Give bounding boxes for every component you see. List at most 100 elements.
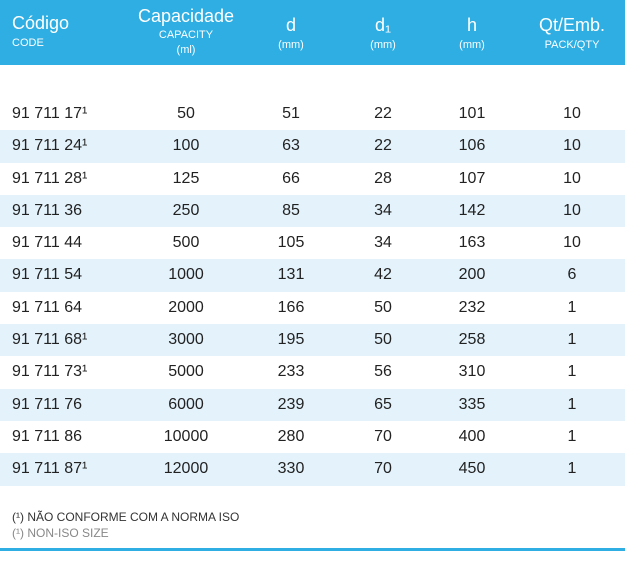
cell-d1: 50 (374, 298, 392, 316)
table-row: 91 711 24¹ 100 63 22 106 10 (0, 130, 625, 163)
cell-code: 91 711 64 (12, 298, 82, 316)
cell-capacity: 250 (172, 201, 200, 219)
table-row: 91 711 73¹ 5000 233 56 310 1 (0, 356, 625, 389)
cell-capacity: 5000 (168, 363, 204, 381)
cell-d: 85 (282, 201, 300, 219)
cell-capacity: 125 (172, 169, 200, 187)
cell-qty: 10 (563, 105, 581, 122)
header-qty-label: Qt/Emb. (538, 15, 605, 35)
cell-h: 335 (458, 395, 486, 413)
cell-qty: 1 (567, 331, 577, 349)
cell-h: 101 (458, 105, 486, 122)
table-row: 91 711 64 2000 166 50 232 1 (0, 291, 625, 325)
cell-code: 91 711 54 (12, 266, 82, 284)
header-h: h (mm) (447, 16, 497, 52)
cell-d: 330 (277, 460, 305, 478)
cell-h: 450 (458, 460, 486, 478)
cell-d: 233 (277, 363, 305, 381)
header-h-unit: (mm) (459, 39, 485, 51)
cell-code: 91 711 68¹ (12, 331, 88, 349)
cell-d1: 56 (374, 363, 392, 381)
cell-qty: 1 (567, 363, 577, 381)
cell-d: 195 (277, 331, 305, 349)
table-row: 91 711 54 1000 131 42 200 6 (0, 259, 625, 292)
cell-d: 63 (282, 137, 300, 155)
cell-capacity: 50 (177, 105, 195, 122)
cell-d1: 34 (374, 201, 392, 219)
table-row: 91 711 44 500 105 34 163 10 (0, 227, 625, 260)
cell-d1: 70 (374, 460, 392, 478)
cell-h: 163 (458, 234, 486, 252)
cell-d: 280 (277, 427, 305, 445)
table-row: 91 711 68¹ 3000 195 50 258 1 (0, 324, 625, 357)
cell-qty: 10 (563, 169, 581, 187)
cell-capacity: 500 (172, 234, 200, 252)
header-capacity-label: Capacidade (137, 6, 235, 26)
cell-qty: 1 (567, 395, 577, 413)
cell-code: 91 711 87¹ (12, 460, 88, 478)
cell-capacity: 2000 (168, 298, 204, 316)
cell-capacity: 100 (172, 137, 200, 155)
table-row: 91 711 17¹ 50 51 22 101 10 (0, 98, 625, 131)
table-row: 91 711 86 10000 280 70 400 1 (0, 420, 625, 454)
cell-qty: 1 (567, 298, 577, 316)
table-row: 91 711 87¹ 12000 330 70 450 1 (0, 453, 625, 486)
header-qty: Qt/Emb. PACK/QTY (530, 16, 614, 52)
cell-capacity: 1000 (168, 266, 204, 284)
cell-d1: 65 (374, 395, 392, 413)
footnote-en: (¹) NON-ISO SIZE (12, 526, 109, 540)
cell-capacity: 12000 (163, 460, 209, 478)
cell-h: 107 (458, 169, 486, 187)
header-d: d (mm) (266, 16, 316, 52)
cell-code: 91 711 36 (12, 201, 82, 219)
cell-capacity: 10000 (163, 427, 209, 445)
cell-h: 142 (458, 201, 486, 219)
header-d-label: d (285, 15, 296, 35)
cell-code: 91 711 24¹ (12, 137, 88, 155)
cell-code: 91 711 28¹ (12, 169, 88, 187)
table-row: 91 711 36 250 85 34 142 10 (0, 194, 625, 228)
cell-h: 310 (458, 363, 486, 381)
header-d1: d₁ (mm) (358, 16, 408, 52)
cell-d: 239 (277, 395, 305, 413)
cell-h: 232 (458, 298, 486, 316)
table-row: 91 711 28¹ 125 66 28 107 10 (0, 162, 625, 195)
cell-qty: 1 (567, 427, 577, 445)
header-capacity: Capacidade CAPACITY (ml) (136, 7, 236, 58)
cell-d: 51 (282, 105, 300, 122)
cell-qty: 10 (563, 201, 581, 219)
cell-code: 91 711 76 (12, 395, 82, 413)
cell-code: 91 711 86 (12, 427, 82, 445)
cell-d1: 28 (374, 169, 392, 187)
cell-capacity: 6000 (168, 395, 204, 413)
cell-d1: 70 (374, 427, 392, 445)
table-body: 91 711 17¹ 50 51 22 101 10 91 711 24¹ 100 63 22 10… (0, 98, 625, 486)
cell-h: 106 (458, 137, 486, 155)
cell-d1: 34 (374, 234, 392, 252)
cell-h: 200 (458, 266, 486, 284)
header-d1-unit: (mm) (370, 39, 396, 51)
cell-qty: 6 (567, 266, 577, 284)
footnote-pt: (¹) NÃO CONFORME COM A NORMA ISO (12, 510, 240, 524)
cell-qty: 10 (563, 137, 581, 155)
bottom-rule (0, 548, 625, 551)
header-code-label: Código (12, 13, 70, 33)
cell-d1: 50 (374, 331, 392, 349)
cell-code: 91 711 73¹ (12, 363, 88, 381)
cell-d1: 22 (374, 137, 392, 155)
header-code-sublabel: CODE (12, 37, 44, 49)
header-code: Código CODE (12, 14, 69, 50)
cell-capacity: 3000 (168, 331, 204, 349)
cell-d1: 22 (374, 105, 392, 122)
cell-h: 258 (458, 331, 486, 349)
header-qty-sublabel: PACK/QTY (544, 39, 600, 51)
table-row: 91 711 76 6000 239 65 335 1 (0, 388, 625, 421)
header-d-unit: (mm) (278, 39, 304, 51)
cell-qty: 1 (567, 460, 577, 478)
header-capacity-sublabel-en: CAPACITY (158, 29, 214, 41)
header-d1-label: d₁ (374, 15, 392, 35)
footnotes: (¹) NÃO CONFORME COM A NORMA ISO (¹) NON… (12, 509, 239, 541)
cell-d: 131 (277, 266, 305, 284)
cell-code: 91 711 44 (12, 234, 82, 252)
cell-d: 66 (282, 169, 300, 187)
